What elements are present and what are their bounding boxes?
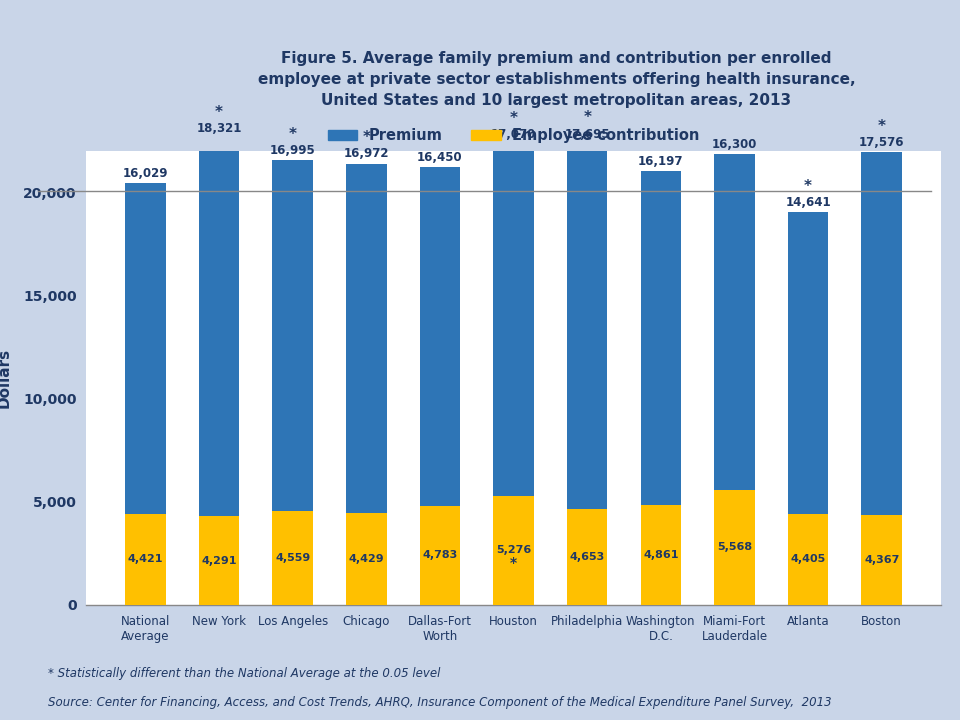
Bar	[567, 144, 608, 509]
Bar	[420, 167, 460, 506]
Text: *: *	[510, 556, 517, 570]
Bar	[567, 509, 608, 605]
Text: 16,029: 16,029	[123, 167, 168, 180]
Bar	[788, 514, 828, 605]
Text: *: *	[289, 127, 297, 142]
Text: *: *	[584, 110, 591, 125]
Bar	[273, 510, 313, 605]
Bar	[273, 161, 313, 510]
Bar	[125, 183, 166, 513]
Bar	[640, 171, 681, 505]
Text: 17,070: 17,070	[491, 128, 537, 141]
Text: *: *	[804, 179, 812, 194]
Text: 16,197: 16,197	[638, 155, 684, 168]
Bar	[199, 516, 239, 605]
Text: 17,695: 17,695	[564, 128, 610, 141]
Bar	[199, 138, 239, 516]
Bar	[861, 515, 902, 605]
Bar	[714, 490, 755, 605]
Text: 4,559: 4,559	[276, 553, 310, 563]
Y-axis label: Dollars: Dollars	[0, 348, 12, 408]
Text: Figure 5. Average family premium and contribution per enrolled
employee at priva: Figure 5. Average family premium and con…	[257, 51, 855, 109]
Bar	[420, 506, 460, 605]
Legend: Premium, Employee contribution: Premium, Employee contribution	[322, 122, 706, 149]
Text: 5,568: 5,568	[717, 542, 752, 552]
Text: 18,321: 18,321	[197, 122, 242, 135]
Bar	[125, 513, 166, 605]
Bar	[347, 163, 387, 513]
Bar	[861, 153, 902, 515]
Text: Source: Center for Financing, Access, and Cost Trends, AHRQ, Insurance Component: Source: Center for Financing, Access, an…	[48, 696, 831, 709]
Bar	[347, 513, 387, 605]
Text: 14,641: 14,641	[785, 196, 831, 209]
Text: 17,576: 17,576	[859, 136, 904, 149]
Text: 4,405: 4,405	[790, 554, 826, 564]
Text: *: *	[362, 130, 371, 145]
Text: 4,367: 4,367	[864, 555, 900, 564]
Text: 4,291: 4,291	[202, 556, 237, 566]
Text: *: *	[877, 119, 886, 134]
Text: 4,783: 4,783	[422, 551, 458, 560]
Text: 16,995: 16,995	[270, 144, 316, 157]
Text: 16,450: 16,450	[418, 151, 463, 164]
Text: 16,972: 16,972	[344, 148, 389, 161]
Text: 5,276: 5,276	[496, 546, 531, 555]
Text: 4,653: 4,653	[569, 552, 605, 562]
Bar	[493, 144, 534, 496]
Bar	[714, 154, 755, 490]
Text: 4,429: 4,429	[348, 554, 384, 564]
Text: *: *	[215, 105, 223, 120]
Text: 4,861: 4,861	[643, 549, 679, 559]
Text: 4,421: 4,421	[128, 554, 163, 564]
Bar	[493, 496, 534, 605]
Text: *: *	[510, 110, 517, 125]
Bar	[788, 212, 828, 514]
Text: * Statistically different than the National Average at the 0.05 level: * Statistically different than the Natio…	[48, 667, 441, 680]
Text: 16,300: 16,300	[711, 138, 757, 150]
Bar	[640, 505, 681, 605]
